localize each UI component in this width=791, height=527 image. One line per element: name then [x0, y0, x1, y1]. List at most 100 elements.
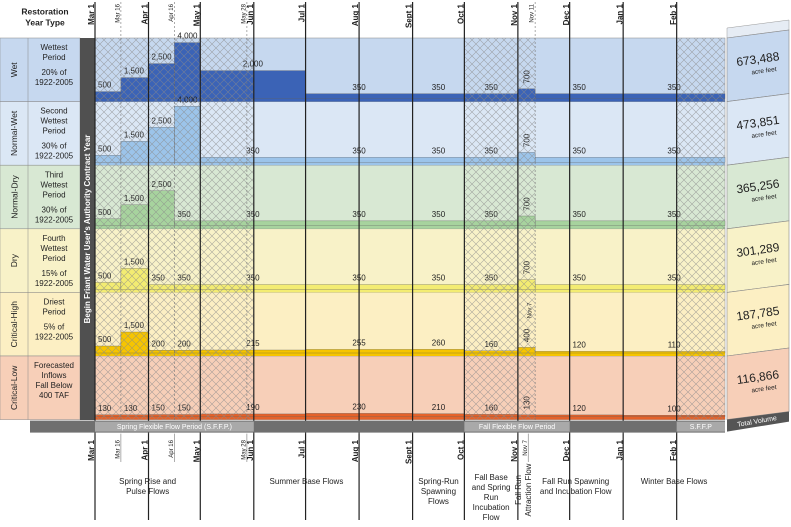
row-description: Wettest	[41, 244, 69, 253]
flow-name: and Spring	[472, 483, 511, 492]
row-share: 1922-2005	[35, 152, 74, 161]
top-tick-label: Nov 11	[530, 3, 536, 22]
total-unit: acre feet	[751, 320, 777, 330]
flow-label: 350	[432, 210, 446, 219]
total-unit: acre feet	[751, 257, 777, 267]
top-tick-label: Mar 1	[87, 3, 96, 24]
flow-bar	[412, 93, 465, 99]
flow-bar	[412, 157, 465, 163]
flow-name: Spring-Run	[418, 477, 458, 486]
flow-name: Run	[484, 493, 499, 502]
bottom-tick-label: Aug 1	[351, 439, 360, 462]
flow-name: Flow	[483, 513, 500, 522]
flow-bar	[412, 413, 465, 417]
row-description: Wettest	[41, 180, 69, 189]
flow-bar	[534, 414, 624, 417]
header-title: Restoration	[21, 6, 68, 16]
top-tick-label: Jul 1	[298, 3, 307, 22]
row-base	[95, 225, 725, 229]
flow-label: 350	[572, 146, 586, 155]
row-description: Fall Below	[36, 381, 73, 390]
row-description: 400 TAF	[39, 391, 69, 400]
bottom-tick-label: Nov 1	[510, 439, 519, 461]
flow-name: Attraction Flow	[524, 463, 533, 516]
flow-bar	[534, 157, 624, 163]
flow-name: Flows	[428, 497, 449, 506]
period-box	[464, 421, 570, 432]
period-box	[95, 421, 254, 432]
row-base	[95, 416, 725, 420]
bottom-tick-label: Jun 1	[246, 439, 255, 460]
row-description: Period	[42, 190, 65, 199]
row-share: 20% of	[42, 68, 68, 77]
row-type: Normal-Wet	[9, 110, 19, 156]
total-unit: acre feet	[751, 193, 777, 203]
row-label-bg	[0, 37, 81, 102]
flow-label: 350	[667, 274, 681, 283]
flow-label: 110	[668, 341, 681, 350]
row-description: Period	[42, 127, 65, 136]
top-tick-label: Apr 1	[141, 3, 150, 24]
bottom-tick-label: Mar 16	[115, 439, 121, 458]
flow-bar	[412, 220, 465, 226]
row-type: Normal-Dry	[9, 175, 19, 219]
row-share: 1922-2005	[35, 215, 74, 224]
flow-label: 260	[432, 338, 446, 347]
top-tick-label: Oct 1	[456, 3, 465, 24]
row-base	[95, 98, 725, 102]
top-tick-label: Dec 1	[562, 3, 571, 25]
total-value: 473,851	[735, 113, 780, 133]
top-tick-label: Mar 16	[115, 3, 121, 22]
flow-label: 350	[432, 146, 446, 155]
flow-name: Fall Run Spawning	[542, 477, 609, 486]
top-tick-label: Apr 16	[169, 3, 175, 21]
total-unit: acre feet	[751, 384, 777, 394]
flow-name: Incubation	[473, 503, 510, 512]
period-box	[676, 421, 725, 432]
flow-bar	[412, 284, 465, 290]
top-tick-label: Feb 1	[669, 3, 678, 24]
row-description: Wettest	[41, 117, 69, 126]
hatch	[676, 38, 725, 420]
flow-label: 4,000	[177, 32, 198, 41]
row-type: Dry	[9, 253, 19, 267]
top-tick-label: May 1	[192, 3, 201, 26]
row-type: Wet	[9, 62, 19, 78]
flow-label: 350	[572, 274, 586, 283]
period-label: Spring Flexible Flow Period (S.F.F.P.)	[117, 424, 232, 431]
period-label: Fall Flexible Flow Period	[479, 424, 555, 431]
total-unit: acre feet	[751, 130, 777, 140]
total-value: 365,256	[735, 176, 780, 196]
flow-bar	[534, 220, 624, 226]
flow-label: 350	[667, 146, 681, 155]
bottom-tick-label: Dec 1	[562, 439, 571, 461]
row-description: Period	[42, 308, 65, 317]
header-title: Year Type	[25, 17, 65, 27]
total-unit: acre feet	[751, 66, 777, 76]
flow-label: 210	[432, 403, 446, 412]
total-value: 116,866	[736, 367, 780, 387]
period-label: S.F.F.P	[690, 424, 713, 431]
hatch	[464, 38, 536, 420]
row-description: Period	[42, 53, 65, 62]
flow-name: Fall Run	[514, 475, 523, 505]
top-tick-label: Jan 1	[615, 3, 624, 24]
bottom-tick-label: May 28	[241, 439, 247, 459]
bottom-tick-label: Apr 16	[169, 439, 175, 457]
flow-label: 350	[667, 210, 681, 219]
row-share: 30% of	[42, 205, 68, 214]
top-tick-label: Nov 1	[510, 3, 519, 25]
flow-name: Spawning	[421, 487, 456, 496]
row-base	[95, 353, 725, 356]
flow-label: 350	[432, 274, 446, 283]
row-type: Critical-High	[9, 301, 19, 348]
flow-name: Spring Rise and	[119, 477, 176, 486]
total-value: 187,785	[735, 304, 780, 324]
row-type: Critical-Low	[9, 365, 19, 410]
top-tick-label: Jun 1	[246, 3, 255, 24]
bottom-tick-label: Apr 1	[141, 439, 150, 460]
flow-label: 350	[572, 83, 586, 92]
contract-bar	[80, 38, 95, 420]
row-description: Wettest	[41, 43, 69, 52]
flow-name: Pulse Flows	[126, 487, 169, 496]
